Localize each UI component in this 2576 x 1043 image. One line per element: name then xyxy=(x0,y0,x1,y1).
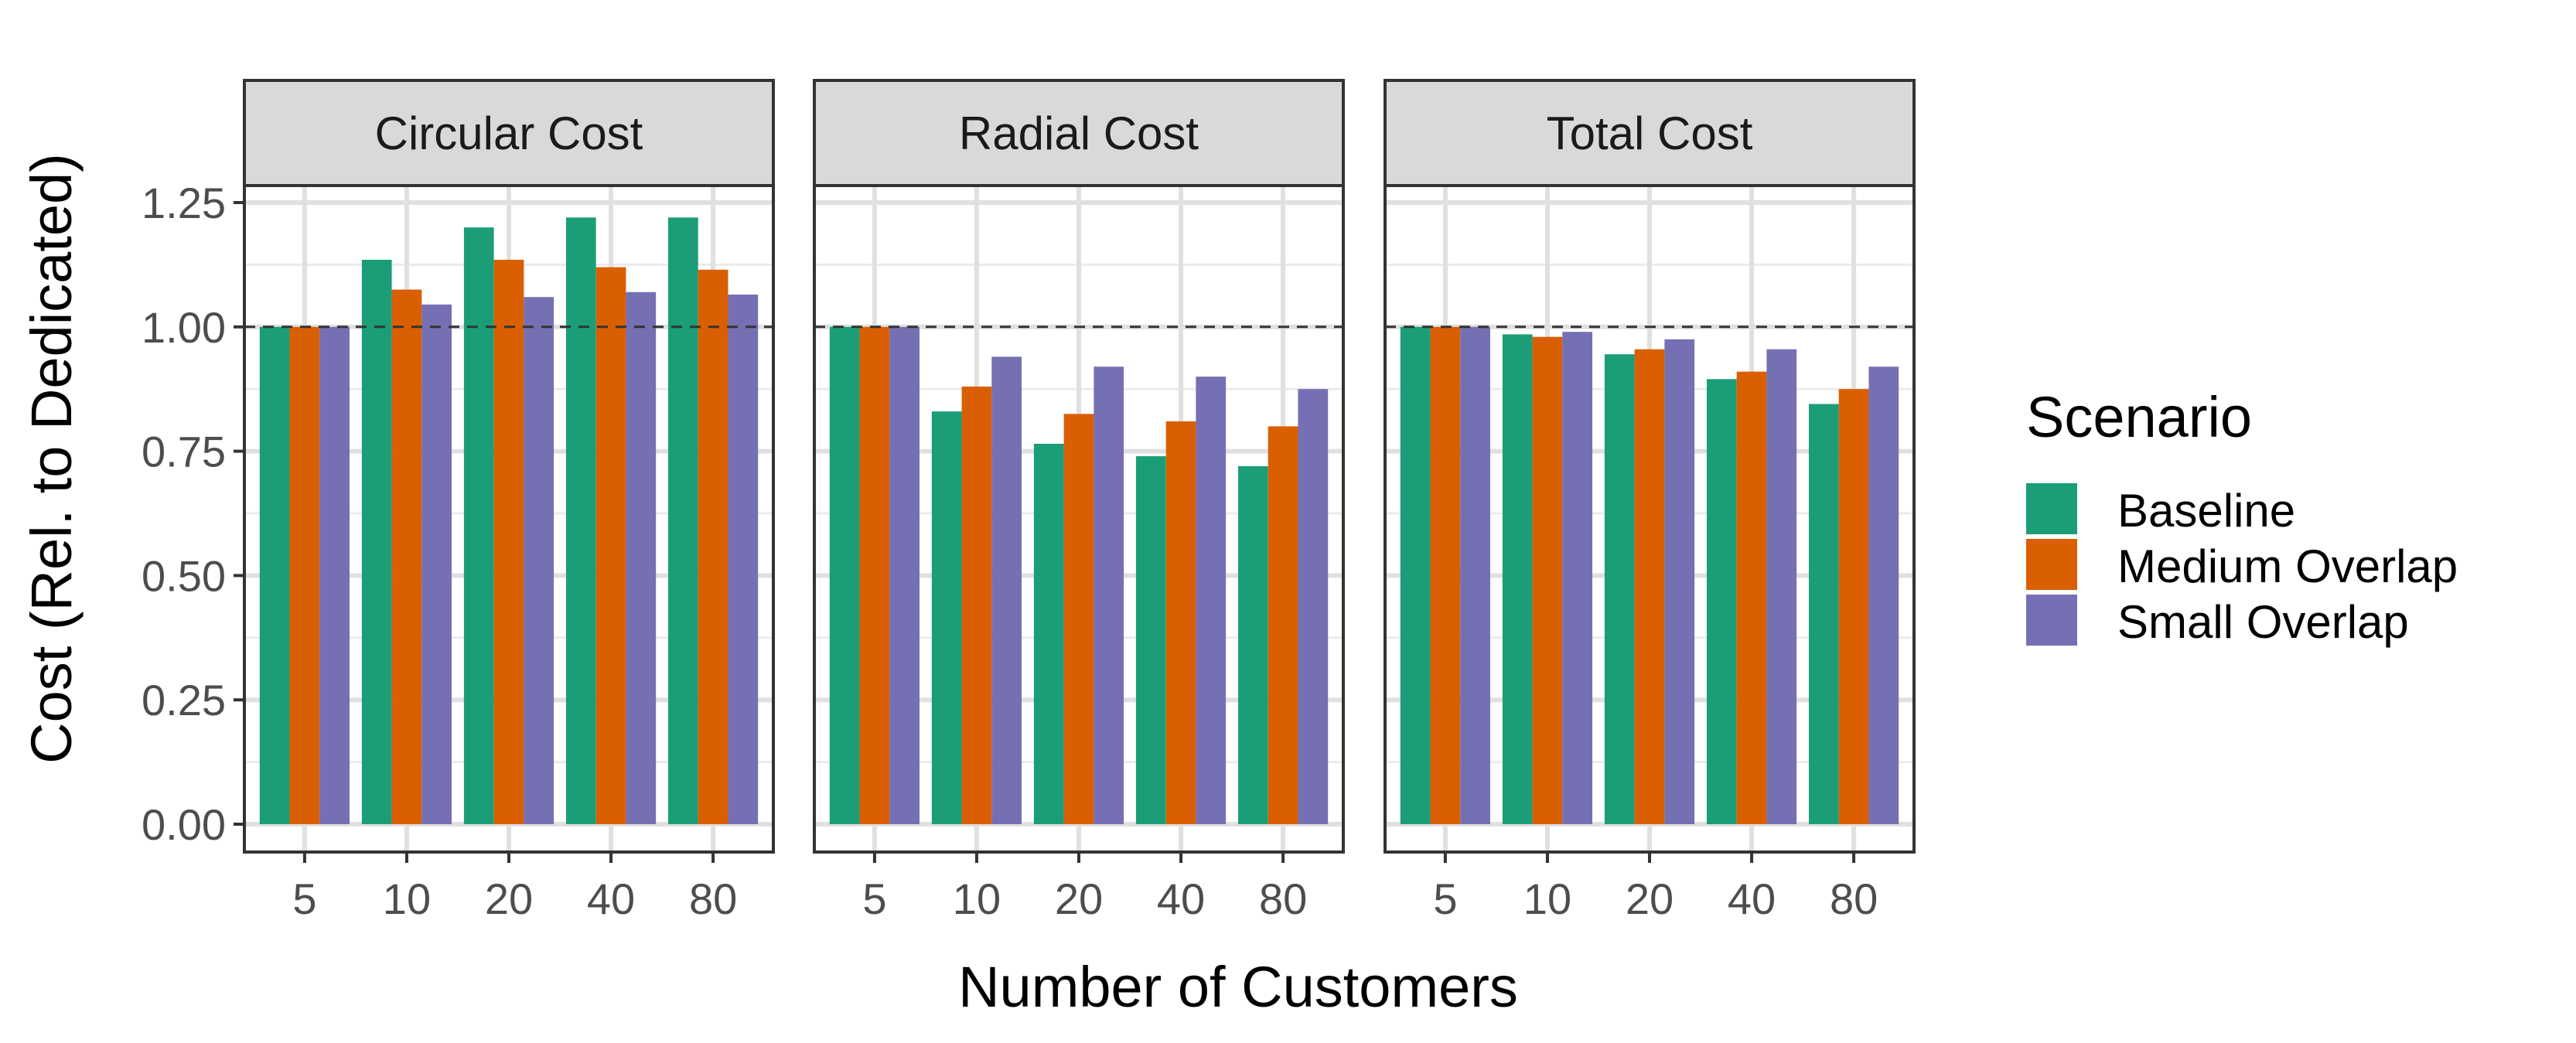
bar xyxy=(728,294,759,824)
x-tick-label: 40 xyxy=(1728,874,1776,923)
bar xyxy=(1766,349,1797,824)
bar xyxy=(1165,421,1196,824)
x-tick-label: 10 xyxy=(953,874,1001,923)
facet-strip-label: Circular Cost xyxy=(375,107,643,159)
x-tick-label: 80 xyxy=(1830,874,1878,923)
bar xyxy=(421,304,452,825)
facet-panel: Total Cost 5 10 20 40 80 xyxy=(1384,79,1916,923)
bar xyxy=(391,289,422,824)
x-tick-label: 20 xyxy=(1055,874,1103,923)
bar xyxy=(1808,404,1839,824)
x-tick-label: 5 xyxy=(1433,874,1457,923)
facet-panels: Circular Cost 5 10 20 40 80 Radial Cost 5 10 20 40… xyxy=(142,79,1916,923)
bar xyxy=(961,386,992,824)
bar xyxy=(1562,332,1593,824)
x-tick-label: 20 xyxy=(485,874,533,923)
bar xyxy=(931,411,962,824)
x-tick-label: 40 xyxy=(587,874,635,923)
facet-panel: Radial Cost 5 10 20 40 80 xyxy=(813,79,1345,923)
x-tick-label: 5 xyxy=(862,874,886,923)
y-tick-label: 1.00 xyxy=(142,303,226,352)
bar xyxy=(1268,426,1298,824)
bar xyxy=(1135,456,1166,824)
facet-strip-label: Radial Cost xyxy=(959,107,1199,159)
x-tick-label: 10 xyxy=(1523,874,1571,923)
legend-label: Baseline xyxy=(2117,485,2295,537)
legend-key xyxy=(2026,483,2077,534)
y-tick-label: 0.25 xyxy=(142,676,226,724)
bar xyxy=(1664,339,1695,824)
bar xyxy=(1838,389,1869,824)
bar xyxy=(524,297,554,824)
x-axis-title: Number of Customers xyxy=(958,955,1518,1019)
bar xyxy=(463,227,494,824)
y-axis: 0.00 0.25 0.50 0.75 1.00 1.25 xyxy=(142,179,244,849)
bar xyxy=(1400,326,1431,824)
bar xyxy=(698,269,728,824)
y-tick-label: 0.00 xyxy=(142,800,226,849)
facet-strip xyxy=(813,79,1345,187)
bar xyxy=(1460,326,1491,824)
x-tick-label: 80 xyxy=(1259,874,1307,923)
bar xyxy=(1604,354,1635,824)
facet-panel: Circular Cost 5 10 20 40 80 xyxy=(243,79,775,923)
bar xyxy=(1196,377,1227,824)
bar xyxy=(1033,443,1064,824)
bar xyxy=(1237,465,1268,824)
legend-key xyxy=(2026,539,2077,590)
bar xyxy=(1094,366,1124,825)
legend-label: Medium Overlap xyxy=(2117,540,2458,592)
y-tick-label: 1.25 xyxy=(142,179,226,227)
bar xyxy=(595,267,626,825)
bar xyxy=(991,356,1022,825)
bar xyxy=(1736,371,1767,824)
bar xyxy=(289,326,320,824)
y-axis-title: Cost (Rel. to Dedicated) xyxy=(19,153,84,764)
bar xyxy=(1430,326,1461,824)
bar xyxy=(361,259,392,824)
x-tick-label: 5 xyxy=(292,874,316,923)
x-tick-label: 10 xyxy=(383,874,431,923)
facet-strip xyxy=(243,79,775,187)
legend-key xyxy=(2026,595,2077,646)
bar xyxy=(859,326,890,824)
bar xyxy=(1634,349,1665,824)
bar xyxy=(667,217,698,824)
legend-label: Small Overlap xyxy=(2117,596,2409,648)
bar xyxy=(829,326,860,824)
bar xyxy=(319,326,350,824)
bar xyxy=(1706,379,1737,824)
x-tick-label: 80 xyxy=(689,874,737,923)
y-tick-label: 0.75 xyxy=(142,428,226,476)
bar xyxy=(1298,389,1329,824)
bar xyxy=(1502,334,1533,824)
bar xyxy=(1063,414,1094,824)
legend-title: Scenario xyxy=(2026,385,2252,449)
x-tick-label: 40 xyxy=(1157,874,1205,923)
bar xyxy=(565,217,596,824)
facet-strip xyxy=(1384,79,1916,187)
y-tick-label: 0.50 xyxy=(142,551,226,600)
bar xyxy=(889,326,920,824)
bar xyxy=(1532,336,1563,824)
bar xyxy=(493,259,524,824)
bar xyxy=(259,326,290,824)
bar xyxy=(1868,366,1899,825)
facet-strip-label: Total Cost xyxy=(1547,107,1753,159)
bar xyxy=(626,291,657,824)
x-tick-label: 20 xyxy=(1626,874,1674,923)
